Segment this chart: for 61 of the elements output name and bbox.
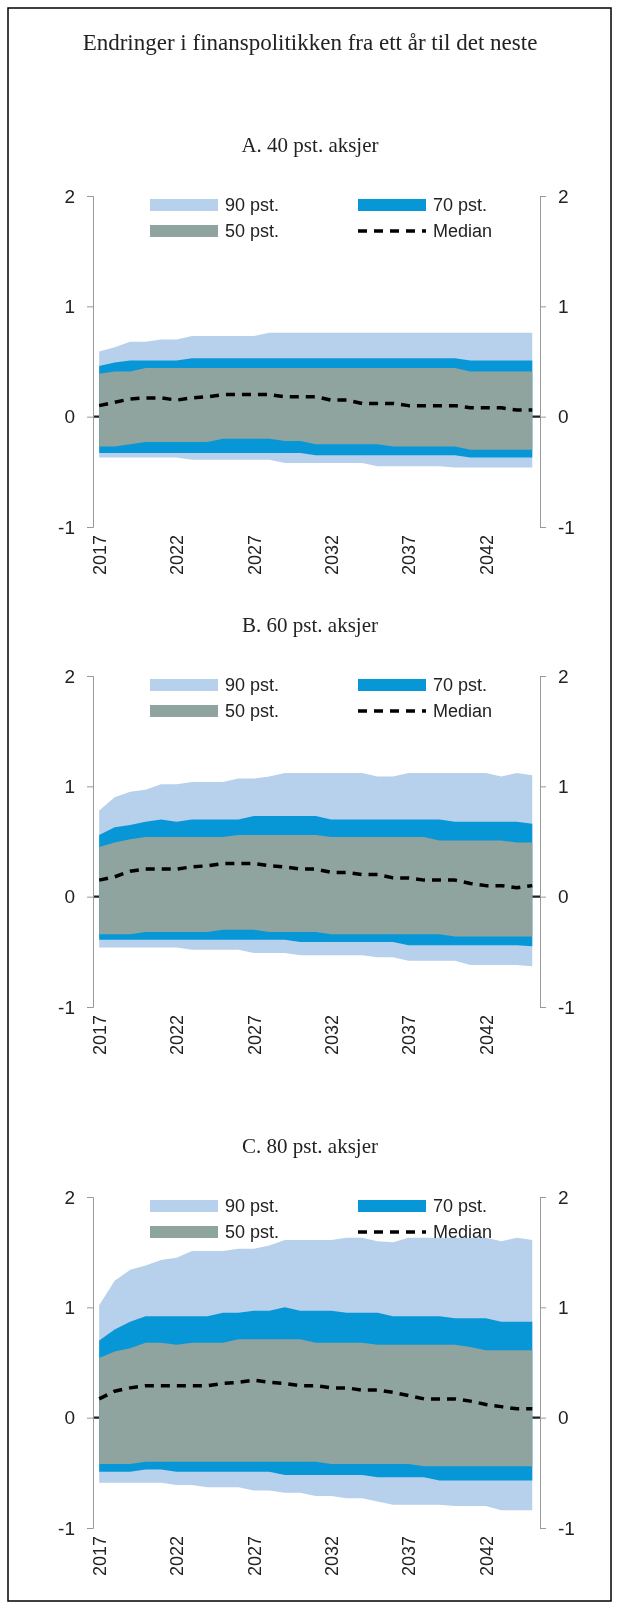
legend-label: Median xyxy=(433,221,493,242)
legend-label: 70 pst. xyxy=(433,675,488,696)
x-tick-label: 2027 xyxy=(244,1015,265,1056)
y2-tick-label: 1 xyxy=(558,1296,569,1318)
y2-tick-label: -1 xyxy=(558,1517,575,1539)
chart-subtitle: B. 60 pst. aksjer xyxy=(242,613,378,637)
x-tick-label: 2037 xyxy=(399,1536,420,1577)
x-tick-label: 2017 xyxy=(89,535,110,576)
y2-tick-label: 1 xyxy=(558,295,569,317)
legend-label: 70 pst. xyxy=(433,195,488,216)
y-tick-label: 0 xyxy=(64,1407,75,1429)
line-series xyxy=(97,392,535,412)
chart-subtitle: A. 40 pst. aksjer xyxy=(241,133,379,157)
y2-tick-label: 1 xyxy=(558,775,569,797)
x-tick-label: 2032 xyxy=(321,1015,342,1056)
y2-tick-label: 2 xyxy=(558,665,569,687)
y-tick-label: 2 xyxy=(64,665,75,687)
y-tick-label: 0 xyxy=(64,886,75,908)
legend-label: 90 pst. xyxy=(225,1196,280,1217)
y2-tick-label: -1 xyxy=(558,516,575,538)
x-tick-label: 2017 xyxy=(89,1015,110,1056)
y2-tick-label: 2 xyxy=(558,185,569,207)
x-tick-label: 2027 xyxy=(244,535,265,576)
y-tick-label: 1 xyxy=(64,1296,75,1318)
chart-title: Endringer i finanspolitikken fra ett år til det neste xyxy=(82,30,538,55)
y2-tick-label: 0 xyxy=(558,1407,569,1429)
legend-label: Median xyxy=(433,1222,493,1243)
legend-label: 50 pst. xyxy=(225,701,280,722)
legend-label: 50 pst. xyxy=(225,1222,280,1243)
y-tick-label: -1 xyxy=(58,516,75,538)
y2-tick-label: 0 xyxy=(558,886,569,908)
x-tick-label: 2022 xyxy=(167,535,188,576)
line-series xyxy=(97,1378,535,1411)
x-tick-label: 2042 xyxy=(476,535,497,576)
y-tick-label: 0 xyxy=(64,406,75,428)
legend-label: Median xyxy=(433,701,493,722)
x-tick-label: 2042 xyxy=(476,1536,497,1577)
x-tick-label: 2017 xyxy=(89,1536,110,1577)
x-tick-label: 2032 xyxy=(321,1536,342,1577)
y-tick-label: 1 xyxy=(64,775,75,797)
x-tick-label: 2022 xyxy=(167,1536,188,1577)
legend-label: 50 pst. xyxy=(225,221,280,242)
y-tick-label: -1 xyxy=(58,996,75,1018)
y2-tick-label: -1 xyxy=(558,996,575,1018)
y2-tick-label: 2 xyxy=(558,1186,569,1208)
x-tick-label: 2027 xyxy=(244,1536,265,1577)
y-tick-label: 2 xyxy=(64,1186,75,1208)
x-tick-label: 2032 xyxy=(321,535,342,576)
y-tick-label: 1 xyxy=(64,295,75,317)
legend-label: 90 pst. xyxy=(225,675,280,696)
line-series xyxy=(97,861,535,890)
y2-tick-label: 0 xyxy=(558,406,569,428)
x-tick-label: 2042 xyxy=(476,1015,497,1056)
chart-subtitle: C. 80 pst. aksjer xyxy=(242,1134,378,1158)
y-tick-label: -1 xyxy=(58,1517,75,1539)
y-tick-label: 2 xyxy=(64,185,75,207)
legend-label: 70 pst. xyxy=(433,1196,488,1217)
x-tick-label: 2037 xyxy=(399,1015,420,1056)
legend-label: 90 pst. xyxy=(225,195,280,216)
x-tick-label: 2022 xyxy=(167,1015,188,1056)
x-tick-label: 2037 xyxy=(399,535,420,576)
